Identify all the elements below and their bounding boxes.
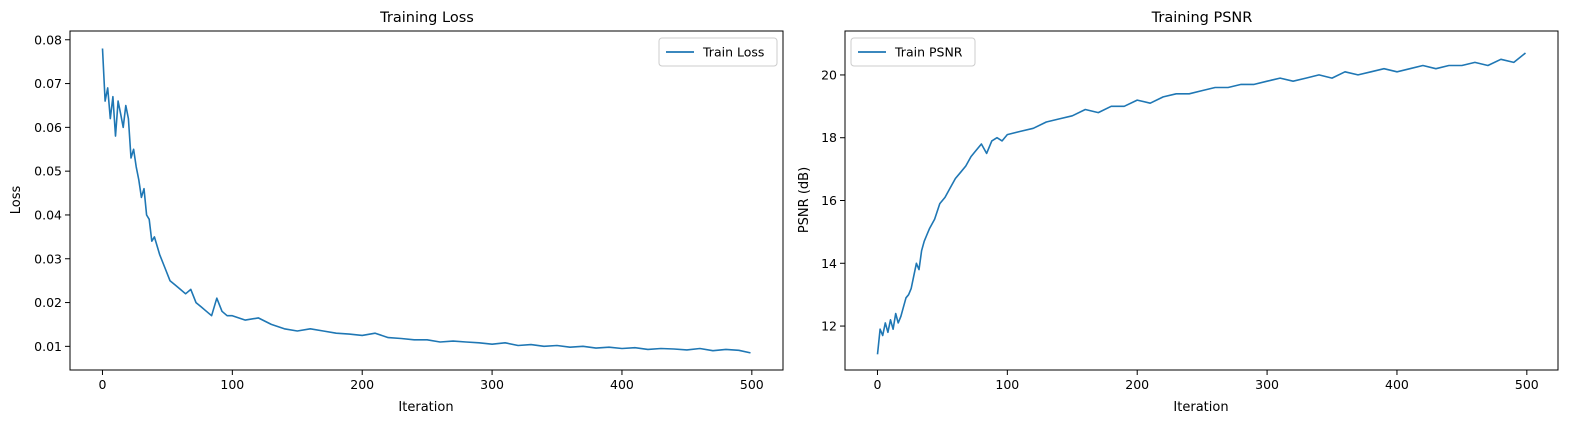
loss-legend-label: Train Loss <box>702 45 764 60</box>
psnr-y-axis-label: PSNR (dB) <box>797 167 812 233</box>
psnr-x-tick-label: 400 <box>1385 377 1409 392</box>
loss-x-tick-label: 500 <box>740 377 764 392</box>
loss-x-tick-label: 300 <box>480 377 504 392</box>
loss-series-line-0 <box>101 48 751 354</box>
psnr-x-tick-label: 100 <box>995 377 1019 392</box>
loss-y-tick-label: 0.05 <box>34 164 62 179</box>
loss-legend: Train Loss <box>658 37 778 67</box>
psnr-marks <box>876 52 1527 355</box>
loss-marks <box>101 48 751 354</box>
loss-y-tick-label: 0.06 <box>34 120 62 135</box>
loss-y-tick-label: 0.02 <box>34 295 62 310</box>
loss-x-tick-label: 0 <box>98 377 106 392</box>
psnr-x-axis-label: Iteration <box>1173 400 1228 415</box>
psnr-y-tick-label: 20 <box>821 67 837 82</box>
loss-y-tick-label: 0.07 <box>34 76 62 91</box>
psnr-x-tick-label: 300 <box>1255 377 1279 392</box>
loss-chart-title: Training Loss <box>379 10 474 26</box>
psnr-legend-box <box>850 37 976 67</box>
psnr-y-tick-label: 12 <box>821 319 837 334</box>
loss-x-tick-label: 200 <box>350 377 374 392</box>
loss-y-tick-label: 0.03 <box>34 251 62 266</box>
loss-x-tick-label: 400 <box>610 377 634 392</box>
loss-x-tick-label: 100 <box>220 377 244 392</box>
psnr-x-ticks: 0 100 200 300 400 500 <box>873 370 1539 392</box>
loss-chart: Training Loss 0 100 200 300 400 500 0.010.020… <box>9 10 784 415</box>
psnr-chart: Training PSNR 0 100 200 300 400 500 12 14 16 18 2… <box>797 10 1559 415</box>
psnr-y-tick-label: 16 <box>821 193 837 208</box>
psnr-x-tick-label: 200 <box>1125 377 1149 392</box>
loss-plot-area <box>70 31 783 370</box>
psnr-y-ticks: 12 14 16 18 20 <box>821 67 845 334</box>
psnr-y-tick-label: 18 <box>821 130 837 145</box>
psnr-legend-label: Train PSNR <box>894 45 963 60</box>
loss-axes-frame <box>69 30 784 371</box>
psnr-chart-title: Training PSNR <box>1151 10 1253 26</box>
loss-y-ticks: 0.01 0.02 0.03 0.04 0.05 0.06 0.07 0.08 <box>34 32 70 354</box>
psnr-series-line-0 <box>876 52 1527 355</box>
loss-y-tick-label: 0.01 <box>34 339 62 354</box>
psnr-legend: Train PSNR <box>850 37 976 67</box>
psnr-x-tick-label: 0 <box>873 377 881 392</box>
loss-x-axis-label: Iteration <box>398 400 453 415</box>
loss-legend-box <box>658 37 778 67</box>
loss-y-tick-label: 0.08 <box>34 32 62 47</box>
loss-y-axis-label: Loss <box>9 186 24 215</box>
loss-y-tick-label: 0.04 <box>34 207 62 222</box>
psnr-x-tick-label: 500 <box>1515 377 1539 392</box>
loss-x-ticks: 0 100 200 300 400 500 <box>98 370 764 392</box>
psnr-y-tick-label: 14 <box>821 256 837 271</box>
psnr-plot-area <box>845 31 1558 370</box>
